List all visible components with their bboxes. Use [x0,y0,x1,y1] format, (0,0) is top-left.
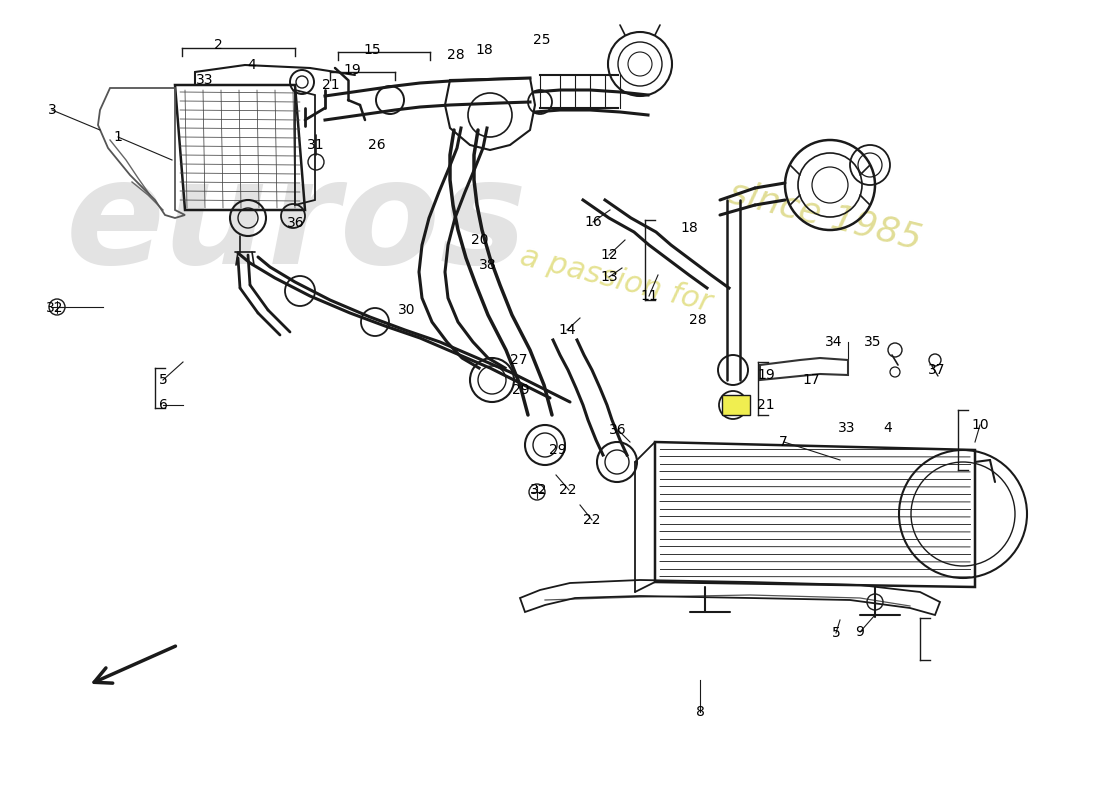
Text: 4: 4 [883,421,892,435]
Text: 35: 35 [865,335,882,349]
Text: 29: 29 [513,383,530,397]
Text: 5: 5 [158,373,167,387]
Text: 36: 36 [609,423,627,437]
Text: 22: 22 [559,483,576,497]
Text: 18: 18 [680,221,697,235]
Text: 1: 1 [113,130,122,144]
Text: 19: 19 [757,368,774,382]
Text: 25: 25 [534,33,551,47]
Text: 7: 7 [779,435,788,449]
Text: euros: euros [66,154,528,294]
Text: 15: 15 [363,43,381,57]
Text: since 1985: since 1985 [725,176,925,256]
Text: 33: 33 [196,73,213,87]
Text: 32: 32 [530,483,548,497]
Text: 28: 28 [448,48,465,62]
Text: 12: 12 [601,248,618,262]
Text: 22: 22 [583,513,601,527]
Text: 38: 38 [480,258,497,272]
Text: 17: 17 [802,373,820,387]
Text: 11: 11 [640,289,658,303]
Text: 2: 2 [213,38,222,52]
Text: 19: 19 [343,63,361,77]
Text: 26: 26 [368,138,386,152]
Text: 21: 21 [322,78,340,92]
Text: 5: 5 [832,626,840,640]
Text: 14: 14 [558,323,575,337]
Text: 33: 33 [838,421,856,435]
Text: 18: 18 [475,43,493,57]
Text: 3: 3 [47,103,56,117]
Text: 10: 10 [971,418,989,432]
Text: 32: 32 [46,301,64,315]
Text: 8: 8 [695,705,704,719]
Text: 31: 31 [307,138,324,152]
Text: 29: 29 [549,443,566,457]
Text: a passion for: a passion for [517,242,715,318]
Text: 28: 28 [690,313,707,327]
Text: 4: 4 [248,58,256,72]
Polygon shape [722,395,750,415]
Text: 13: 13 [601,270,618,284]
Text: 37: 37 [928,363,946,377]
Text: 6: 6 [158,398,167,412]
Text: 30: 30 [398,303,416,317]
Text: 16: 16 [584,215,602,229]
Text: 9: 9 [856,625,865,639]
Text: 36: 36 [287,216,305,230]
Text: 20: 20 [471,233,488,247]
Text: 21: 21 [757,398,774,412]
Text: 34: 34 [825,335,843,349]
Text: 27: 27 [510,353,528,367]
